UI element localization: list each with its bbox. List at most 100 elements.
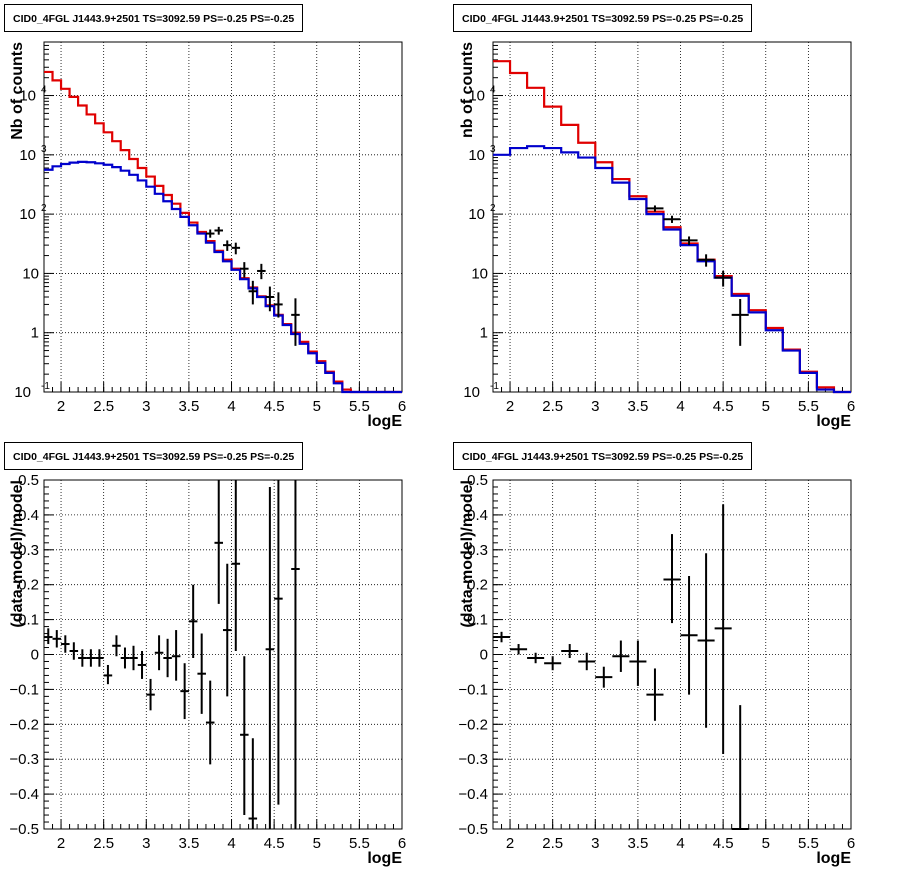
y-tick-label: 10 [14,384,31,401]
y-tick-exponent: 2 [41,203,47,214]
x-tick-label: 2 [506,835,514,852]
plot-frame [43,41,403,393]
y-tick-label: 1 [31,325,39,342]
panel-2-title: CID0_4FGL J1443.9+2501 TS=3092.59 PS=-0.… [453,4,753,32]
y-tick-label: 10 [463,384,480,401]
y-axis-label: Nb of counts [9,42,26,140]
y-axis-label: (data-model)/model [9,480,26,628]
x-tick-label: 3.5 [178,835,199,852]
x-tick-label: 5 [313,398,321,415]
y-tick-label: 0.4 [18,507,39,524]
y-tick-label: 0.4 [467,507,488,524]
total-model-histogram [44,70,402,394]
panel-4-title: CID0_4FGL J1443.9+2501 TS=3092.59 PS=-0.… [453,442,753,470]
source-model-histogram [493,145,851,394]
y-tick-exponent: 2 [490,203,496,214]
panel-4: 2 2.5 3 3.5 4 4.5 5 5.5 6 −0.5 −0.4 −0.3 −0.2 −0.1 0 0.… [458,472,855,867]
y-tick-label: 10 [468,88,485,105]
x-tick-label: 2 [57,398,65,415]
x-tick-label: 2.5 [542,835,563,852]
x-tick-label: 4 [227,835,235,852]
y-tick-label: −0.4 [458,786,488,803]
x-tick-label: 4 [227,398,235,415]
x-tick-label: 5.5 [349,835,370,852]
x-tick-label: 2.5 [93,398,114,415]
y-tick-label: −0.5 [9,821,39,838]
x-tick-label: 6 [398,835,406,852]
panel-1-title: CID0_4FGL J1443.9+2501 TS=3092.59 PS=-0.… [4,4,304,32]
x-tick-label: 2.5 [542,398,563,415]
y-tick-label: 0 [480,647,488,664]
source-model-histogram [44,160,402,394]
y-tick-label: 1 [480,325,488,342]
x-tick-label: 4 [676,398,684,415]
y-tick-label: −0.4 [9,786,39,803]
x-tick-label: 4 [676,835,684,852]
y-tick-label: 10 [19,206,36,223]
x-tick-label: 3 [142,398,150,415]
x-tick-label: 6 [847,835,855,852]
x-tick-label: 3 [591,835,599,852]
x-axis-label: logE [367,413,402,430]
y-tick-exponent: 4 [490,85,496,96]
x-tick-label: 4.5 [264,398,285,415]
y-tick-label: 0 [31,647,39,664]
x-tick-label: 3.5 [627,398,648,415]
x-tick-label: 2 [506,398,514,415]
y-tick-label: −0.1 [458,681,488,698]
y-tick-label: 0.5 [467,472,488,489]
y-tick-exponent: 4 [41,85,47,96]
x-tick-label: 3 [591,398,599,415]
x-tick-label: 2 [57,835,65,852]
x-tick-label: 4.5 [713,398,734,415]
x-tick-label: 5 [762,835,770,852]
y-tick-exponent: 3 [41,144,47,155]
y-tick-exponent: -1 [41,381,50,392]
y-tick-label: 0.1 [18,612,39,629]
x-tick-label: 5.5 [798,398,819,415]
x-tick-label: 3.5 [627,835,648,852]
y-tick-label: 0.3 [18,542,39,559]
y-tick-label: 0.1 [467,612,488,629]
y-tick-label: −0.3 [9,751,39,768]
x-tick-label: 3 [142,835,150,852]
x-axis-label: logE [367,850,402,867]
plot-frame [492,479,852,830]
panel-3-title: CID0_4FGL J1443.9+2501 TS=3092.59 PS=-0.… [4,442,304,470]
x-tick-label: 5.5 [349,398,370,415]
y-tick-label: 10 [22,265,39,282]
x-tick-label: 4.5 [264,835,285,852]
x-tick-label: 5 [762,398,770,415]
x-tick-label: 2.5 [93,835,114,852]
y-tick-label: 10 [468,206,485,223]
x-tick-label: 4.5 [713,835,734,852]
panel-3: 2 2.5 3 3.5 4 4.5 5 5.5 6 −0.5 −0.4 −0.3 −0.2 −0.1 0 0.… [9,472,406,867]
y-tick-label: −0.1 [9,681,39,698]
y-tick-exponent: -1 [490,381,499,392]
y-tick-label: 0.3 [467,542,488,559]
x-tick-label: 6 [398,398,406,415]
plot-frame [43,479,403,830]
y-tick-label: 10 [19,147,36,164]
y-axis-label: (data-model)/model [459,480,476,628]
y-tick-label: 10 [471,265,488,282]
y-tick-label: −0.2 [9,716,39,733]
x-tick-label: 5 [313,835,321,852]
y-tick-label: −0.2 [458,716,488,733]
x-tick-label: 3.5 [178,398,199,415]
y-tick-exponent: 3 [490,144,496,155]
x-tick-label: 5.5 [798,835,819,852]
y-axis-label: nb of counts [459,42,476,138]
y-tick-label: −0.5 [458,821,488,838]
y-tick-label: 10 [19,88,36,105]
x-axis-label: logE [816,413,851,430]
x-tick-label: 6 [847,398,855,415]
panel-1: 2 2.5 3 3.5 4 4.5 5 5.5 6 10 -1 1 10 10 2 10 3 10 4 logE Nb … [9,41,406,430]
x-axis-label: logE [816,850,851,867]
y-tick-label: 0.2 [467,577,488,594]
y-tick-label: 0.5 [18,472,39,489]
panel-2: 2 2.5 3 3.5 4 4.5 5 5.5 6 10 -1 1 10 10 2 10 3 10 4 logE nb … [459,41,855,430]
y-tick-label: −0.3 [458,751,488,768]
y-tick-label: 0.2 [18,577,39,594]
